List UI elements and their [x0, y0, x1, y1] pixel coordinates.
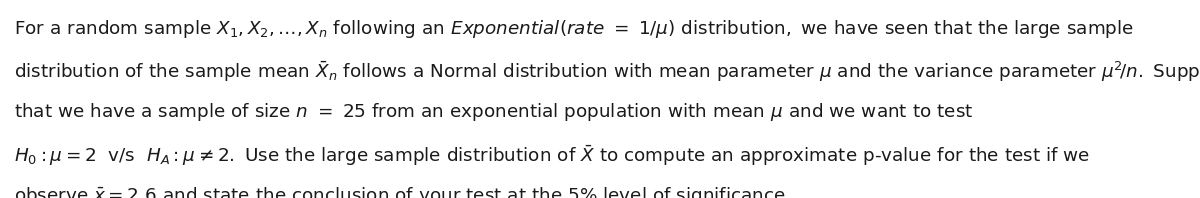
Text: $\mathrm{that\ we\ have\ a\ sample\ of\ size\ }n\mathrm{\ =\ 25\ from\ an\ expon: $\mathrm{that\ we\ have\ a\ sample\ of\ …	[14, 101, 973, 123]
Text: $\mathrm{distribution\ of\ the\ sample\ mean\ }\bar{X}_n\mathrm{\ follows\ a\ No: $\mathrm{distribution\ of\ the\ sample\ …	[14, 59, 1200, 84]
Text: $H_0 : \mu = 2\mathrm{\ \ v/s\ \ }H_A : \mu \neq 2\mathrm{.\ Use\ the\ large\ sa: $H_0 : \mu = 2\mathrm{\ \ v/s\ \ }H_A : …	[14, 144, 1091, 168]
Text: $\mathrm{observe\ }\bar{x} = 2.6\mathrm{\ and\ state\ the\ conclusion\ of\ your\: $\mathrm{observe\ }\bar{x} = 2.6\mathrm{…	[14, 185, 791, 198]
Text: $\mathrm{For\ a\ random\ sample\ }X_1, X_2, \ldots, X_n\mathrm{\ following\ an\ : $\mathrm{For\ a\ random\ sample\ }X_1, X…	[14, 18, 1134, 40]
